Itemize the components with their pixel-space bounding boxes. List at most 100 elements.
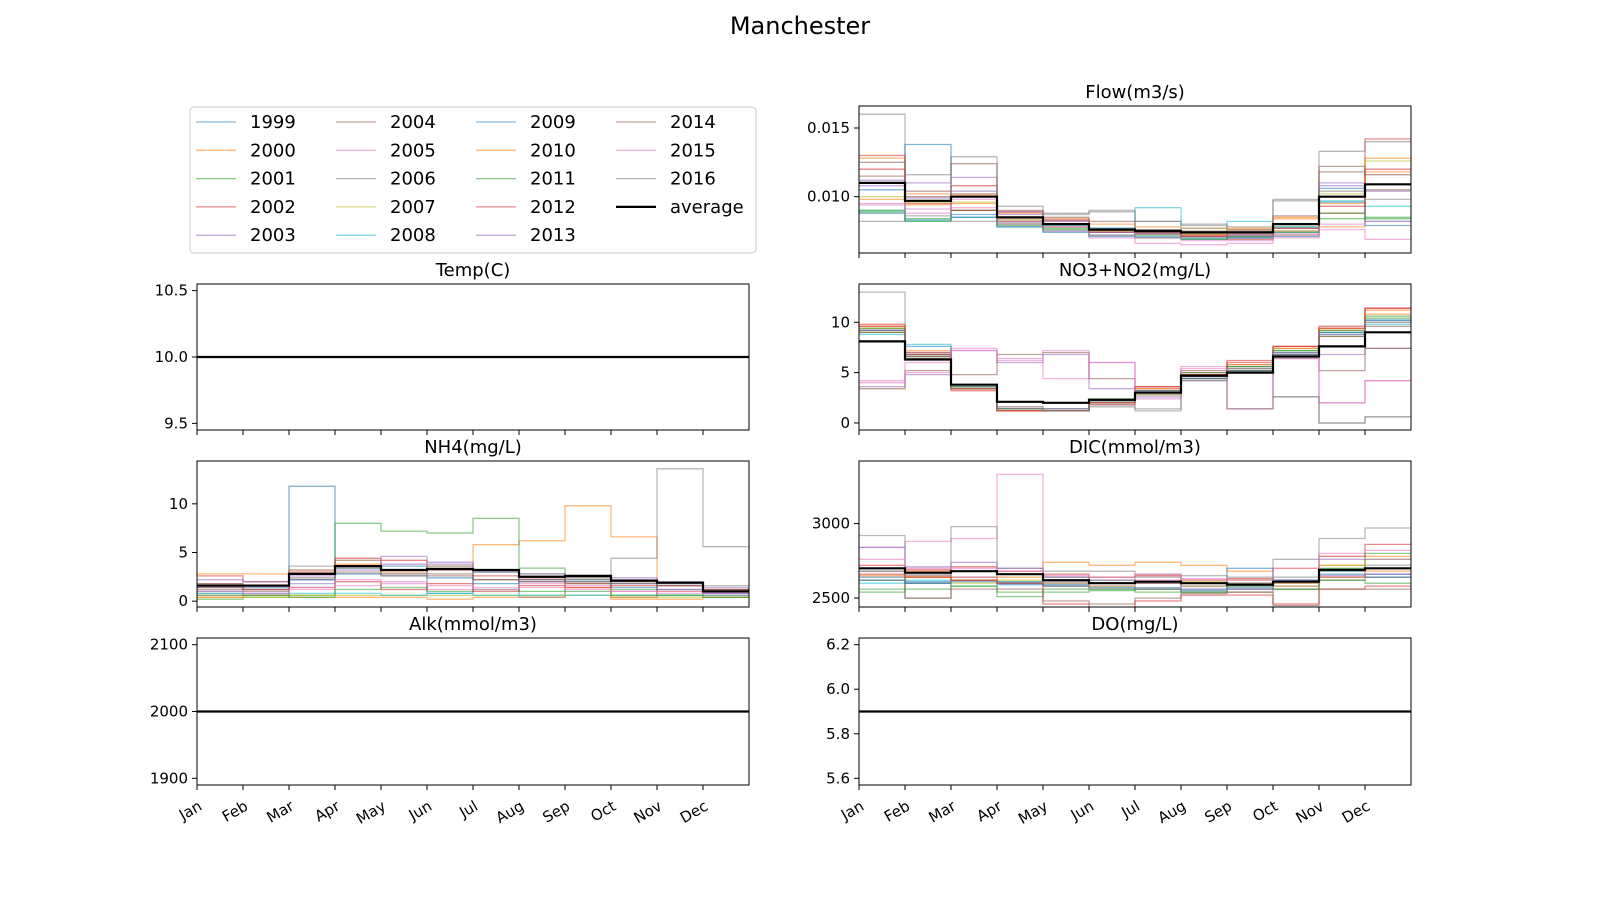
legend-entry-2002: 2002	[196, 197, 296, 218]
x-tick-label: May	[1015, 797, 1051, 828]
legend-label: 2005	[390, 140, 436, 161]
subplot-title: Alk(mmol/m3)	[409, 614, 537, 635]
y-tick-label: 9.5	[164, 414, 188, 432]
legend-entry-2012: 2012	[476, 197, 576, 218]
legend-label: 2006	[390, 169, 436, 190]
x-tick-label: Sep	[540, 797, 573, 827]
subplot-title: DIC(mmol/m3)	[1069, 437, 1201, 458]
y-tick-label: 5	[178, 543, 188, 561]
subplot-flow-m3-s: Flow(m3/s) 0.010 0.015	[807, 82, 1412, 258]
x-tick-label: Feb	[219, 797, 251, 826]
legend-entry-2009: 2009	[476, 112, 576, 133]
legend-entry-2003: 2003	[196, 225, 296, 246]
legend-label: 2012	[530, 197, 576, 218]
legend-entry-2014: 2014	[616, 112, 716, 133]
x-tick-label: Mar	[925, 796, 959, 826]
subplot-alk-mmol-m3: Alk(mmol/m3) 1900 2000 2100 Jan Feb Mar Apr May J…	[150, 614, 750, 828]
subplot-do-mg-l: DO(mg/L) 5.6 5.8 6.0 6.2 Jan Feb Mar Apr May Jun Ju…	[826, 614, 1412, 828]
y-tick-label: 0.015	[807, 119, 850, 137]
x-tick-label: Oct	[1250, 797, 1282, 826]
y-tick-label: 5	[840, 364, 850, 382]
x-tick-label: Nov	[1293, 797, 1327, 827]
x-tick-label: Jul	[455, 797, 481, 822]
x-tick-label: Nov	[631, 797, 665, 827]
legend-label: 2004	[390, 112, 436, 133]
legend-entry-2015: 2015	[616, 140, 716, 161]
series-line-average	[859, 567, 1411, 586]
x-tick-label: Mar	[263, 796, 297, 826]
legend-entry-2001: 2001	[196, 169, 296, 190]
y-tick-label: 2100	[150, 636, 188, 654]
series-lines	[859, 291, 1411, 424]
series-line-average	[859, 181, 1411, 234]
series-line-2015	[859, 198, 1411, 242]
x-tick-label: Apr	[974, 796, 1006, 825]
subplot-nh4-mg-l: NH4(mg/L) 0 5 10	[169, 437, 750, 612]
x-tick-label: May	[353, 797, 389, 828]
y-tick-label: 5.6	[826, 769, 850, 787]
legend-box	[189, 106, 757, 254]
legend-entry-2007: 2007	[336, 197, 436, 218]
legend-entry-average: average	[616, 197, 744, 218]
series-line-2015	[197, 579, 749, 595]
legend-label: 2011	[530, 169, 576, 190]
subplot-title: Temp(C)	[435, 260, 511, 281]
x-tick-label: Jan	[175, 797, 205, 825]
y-tick-label: 6.0	[826, 680, 850, 698]
x-tick-label: Jan	[837, 797, 867, 825]
legend-entry-1999: 1999	[196, 112, 296, 133]
legend-label: 2009	[530, 112, 576, 133]
legend-entry-2008: 2008	[336, 225, 436, 246]
legend-label: 2003	[250, 225, 296, 246]
y-tick-label: 5.8	[826, 725, 850, 743]
y-tick-label: 2000	[150, 703, 188, 721]
x-tick-label: Oct	[588, 797, 620, 826]
legend: 1999 2000 2001 2002 2003 2004 2005 2006 2007 2008…	[189, 106, 757, 254]
legend-label: 2007	[390, 197, 436, 218]
figure-title: Manchester	[729, 12, 871, 40]
legend-label: 2008	[390, 225, 436, 246]
legend-entry-2004: 2004	[336, 112, 436, 133]
y-tick-label: 0	[840, 414, 850, 432]
x-tick-label: Dec	[1339, 797, 1373, 827]
x-tick-label: Feb	[881, 797, 913, 826]
x-tick-label: Jun	[405, 797, 435, 825]
y-tick-label: 6.2	[826, 636, 850, 654]
y-tick-label: 0.010	[807, 188, 850, 206]
series-line-2015	[859, 549, 1411, 581]
y-tick-label: 3000	[812, 515, 850, 533]
series-line-2011	[859, 579, 1411, 593]
legend-entry-2000: 2000	[196, 140, 296, 161]
x-tick-label: Aug	[1155, 797, 1189, 827]
legend-label: 1999	[250, 112, 296, 133]
legend-entry-2016: 2016	[616, 169, 716, 190]
series-line-average	[197, 565, 749, 593]
series-lines	[859, 113, 1411, 246]
subplot-title: NO3+NO2(mg/L)	[1059, 260, 1211, 281]
x-tick-label: Dec	[677, 797, 711, 827]
legend-label: 2000	[250, 140, 296, 161]
legend-label: 2002	[250, 197, 296, 218]
y-tick-label: 10	[169, 495, 188, 513]
legend-entry-2006: 2006	[336, 169, 436, 190]
x-tick-label: Apr	[312, 796, 344, 825]
y-tick-label: 0	[178, 592, 188, 610]
x-tick-label: Jul	[1117, 797, 1143, 822]
y-tick-label: 2500	[812, 589, 850, 607]
subplot-no3-no2-mg-l: NO3+NO2(mg/L) 0 5 10	[831, 260, 1412, 435]
series-lines	[197, 468, 749, 600]
legend-label: average	[670, 197, 744, 218]
legend-label: 2014	[670, 112, 716, 133]
y-tick-label: 10.0	[155, 348, 188, 366]
legend-label: 2001	[250, 169, 296, 190]
subplot-temp-c: Temp(C) 9.5 10.0 10.5	[155, 260, 750, 435]
subplot-dic-mmol-m3: DIC(mmol/m3) 2500 3000	[812, 437, 1412, 612]
subplot-title: Flow(m3/s)	[1085, 82, 1185, 103]
y-tick-label: 1900	[150, 769, 188, 787]
legend-label: 2013	[530, 225, 576, 246]
subplots: Temp(C) 9.5 10.0 10.5 NH4(mg/L) 0 5 10 Alk(mmol/…	[150, 82, 1412, 828]
series-line-average	[859, 331, 1411, 404]
series-lines	[859, 473, 1411, 607]
legend-label: 2016	[670, 169, 716, 190]
